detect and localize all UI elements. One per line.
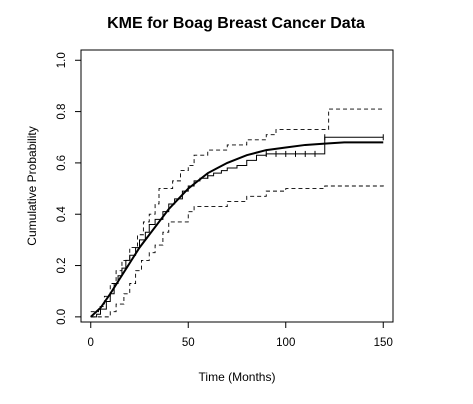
plot-layer <box>90 108 384 318</box>
y-axis-label: Cumulative Probability <box>25 126 39 245</box>
y-tick-label: 1.0 <box>56 52 68 68</box>
x-tick-label: 50 <box>182 337 195 349</box>
confidence-band-line <box>90 108 384 313</box>
confidence-band-line <box>90 183 384 318</box>
plot-frame <box>80 49 394 323</box>
smooth-fit-line <box>90 141 384 318</box>
axes-layer: 0 50 100 150 0.0 0.2 0.4 0.6 0.8 1.0 <box>56 52 393 349</box>
km-estimate-line <box>90 136 384 318</box>
y-tick-label: 0.8 <box>56 104 68 120</box>
x-tick-label: 150 <box>374 337 393 349</box>
chart-title: KME for Boag Breast Cancer Data <box>107 15 365 32</box>
y-tick-label: 0.6 <box>56 155 68 171</box>
y-tick-label: 0.4 <box>56 206 68 223</box>
x-axis-label: Time (Months) <box>199 370 276 384</box>
x-tick-label: 0 <box>88 337 94 349</box>
x-tick-label: 100 <box>276 337 295 349</box>
y-tick-label: 0.2 <box>56 258 68 274</box>
y-tick-label: 0.0 <box>56 309 68 325</box>
